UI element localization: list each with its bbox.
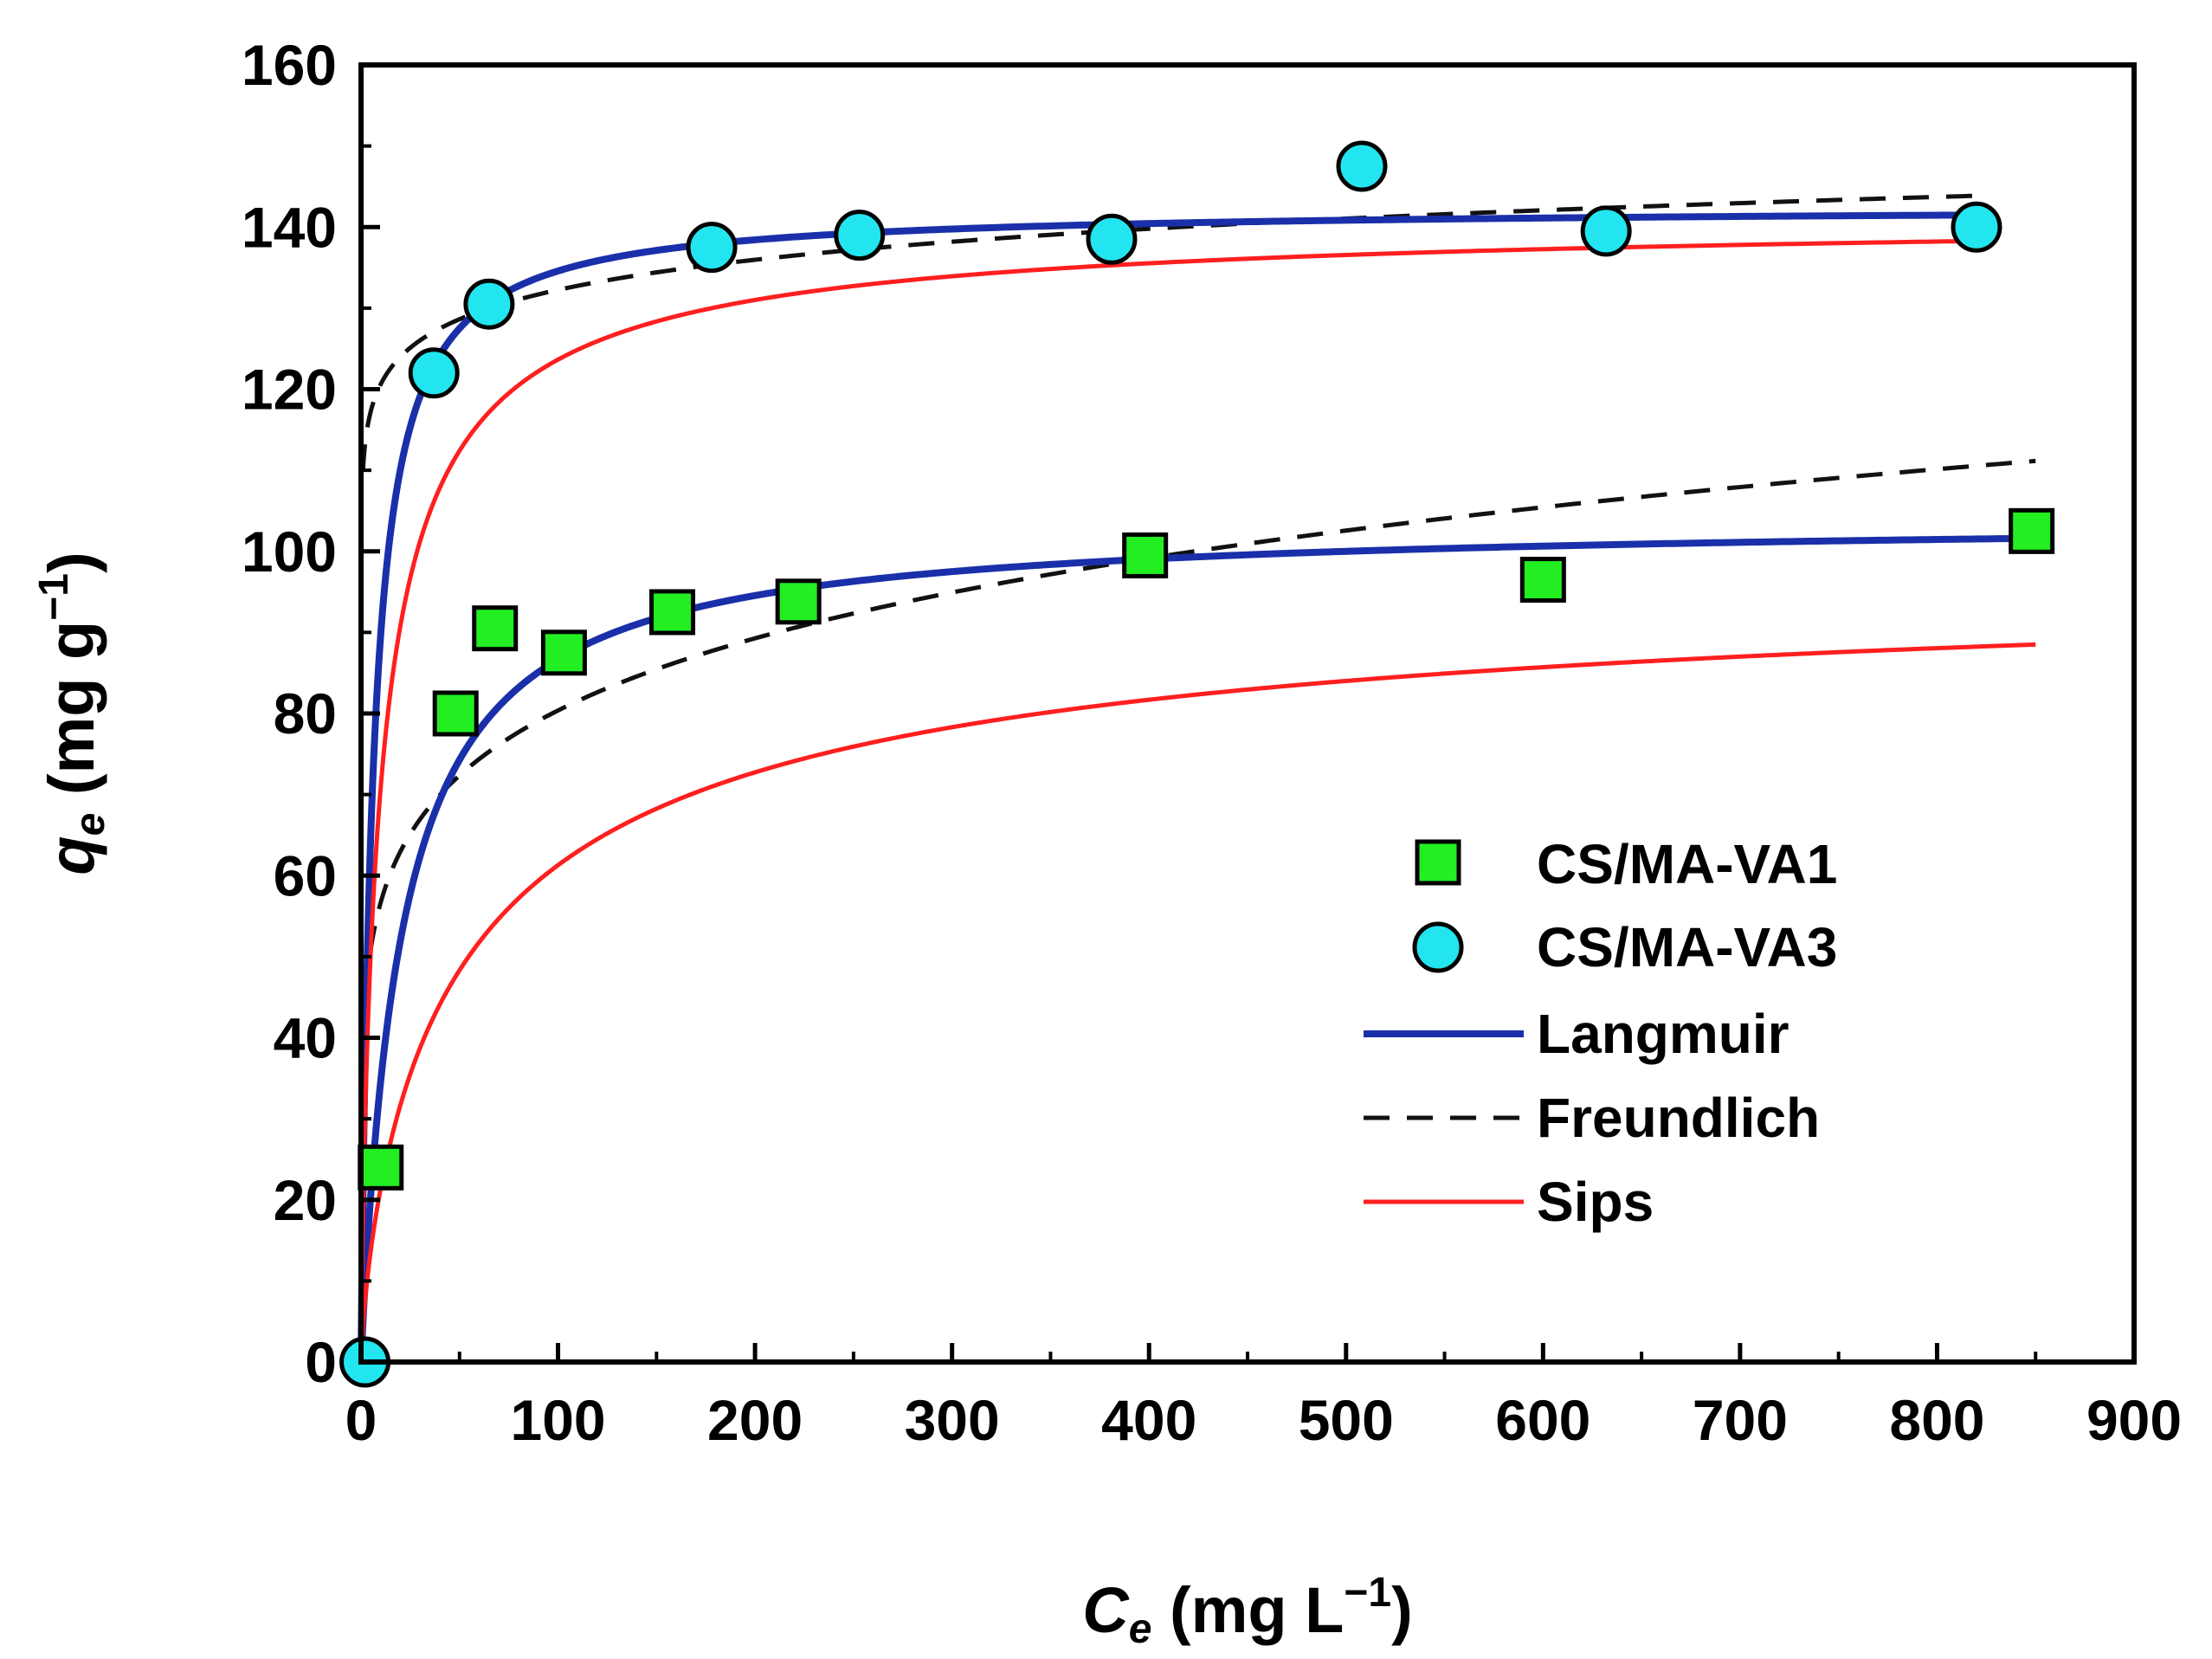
tick-labels: 0 100 200 300 400 500 600 700 800 900 0 20 40 60 80 100… xyxy=(242,33,2182,1452)
x-axis-subscript: e xyxy=(1129,1606,1152,1652)
point-va3 xyxy=(1336,140,1388,192)
point-va3 xyxy=(1086,213,1138,265)
y-axis-units: (mg g xyxy=(35,621,107,813)
x-axis-title: Ce (mg L−1) xyxy=(1082,1570,1413,1652)
y-tick-label: 100 xyxy=(242,520,337,584)
point-va1 xyxy=(540,629,587,676)
fit-curve-sips-cs-ma-va3 xyxy=(358,238,1977,1365)
fit-curve-freundlich-cs-ma-va3 xyxy=(360,193,1977,473)
y-tick-label: 60 xyxy=(274,843,337,907)
x-axis-symbol: C xyxy=(1082,1574,1130,1646)
y-tick-label: 160 xyxy=(242,33,337,97)
y-tick-label: 120 xyxy=(242,358,337,422)
fit-curve-sips-cs-ma-va1 xyxy=(358,642,2036,1365)
fit-curve-langmuir-cs-ma-va3 xyxy=(358,211,1977,1365)
point-va3 xyxy=(408,347,460,399)
x-axis-units: (mg L xyxy=(1151,1574,1344,1646)
x-tick-label: 100 xyxy=(510,1388,605,1452)
legend-label-va3: CS/MA-VA3 xyxy=(1537,916,1837,978)
fit-curve-freundlich-cs-ma-va1 xyxy=(360,458,2036,1040)
point-va1 xyxy=(358,1144,404,1191)
y-axis-superscript: −1 xyxy=(31,573,77,621)
legend-label-freundlich: Freundlich xyxy=(1537,1087,1820,1149)
x-tick-label: 500 xyxy=(1299,1388,1394,1452)
fit-curve-langmuir-cs-ma-va1 xyxy=(358,534,2036,1365)
y-axis-subscript: e xyxy=(68,813,113,836)
x-tick-label: 300 xyxy=(905,1388,1000,1452)
fit-curves xyxy=(358,193,2036,1365)
x-tick-label: 900 xyxy=(2086,1388,2182,1452)
legend-label-sips: Sips xyxy=(1537,1171,1654,1233)
x-tick-label: 200 xyxy=(707,1388,803,1452)
x-tick-label: 700 xyxy=(1693,1388,1788,1452)
axis-ticks xyxy=(358,62,2137,1365)
legend-marker-va3 xyxy=(1412,921,1464,973)
x-tick-label: 0 xyxy=(345,1388,377,1452)
y-tick-label: 40 xyxy=(274,1006,337,1070)
y-tick-label: 80 xyxy=(274,681,337,746)
point-va1 xyxy=(775,578,822,625)
legend-label-va1: CS/MA-VA1 xyxy=(1537,833,1837,895)
x-axis-superscript: −1 xyxy=(1344,1570,1391,1616)
y-axis-title: qe (mg g−1) xyxy=(31,552,113,875)
y-axis-symbol: q xyxy=(35,836,107,875)
y-axis-close: ) xyxy=(35,552,107,573)
data-points xyxy=(339,140,2055,1388)
point-va3 xyxy=(1580,205,1632,257)
y-tick-label: 140 xyxy=(242,195,337,259)
point-va1 xyxy=(472,605,519,652)
x-tick-label: 400 xyxy=(1101,1388,1196,1452)
point-va3 xyxy=(686,222,738,274)
x-tick-label: 800 xyxy=(1889,1388,1984,1452)
point-va1 xyxy=(432,690,479,737)
point-va1 xyxy=(1122,532,1169,578)
point-va1 xyxy=(2009,507,2055,554)
y-tick-label: 20 xyxy=(274,1168,337,1232)
legend-marker-va1 xyxy=(1415,839,1461,886)
x-axis-close: ) xyxy=(1391,1574,1413,1646)
point-va3 xyxy=(463,278,515,330)
point-va3 xyxy=(834,210,886,261)
y-tick-label: 0 xyxy=(305,1330,337,1394)
legend: CS/MA-VA1 CS/MA-VA3 Langmuir Freundlich … xyxy=(1364,833,1837,1233)
legend-label-langmuir: Langmuir xyxy=(1537,1003,1790,1065)
point-va1 xyxy=(649,589,696,636)
point-va1 xyxy=(1519,557,1566,604)
x-tick-label: 600 xyxy=(1495,1388,1590,1452)
point-va3 xyxy=(1951,201,2002,253)
